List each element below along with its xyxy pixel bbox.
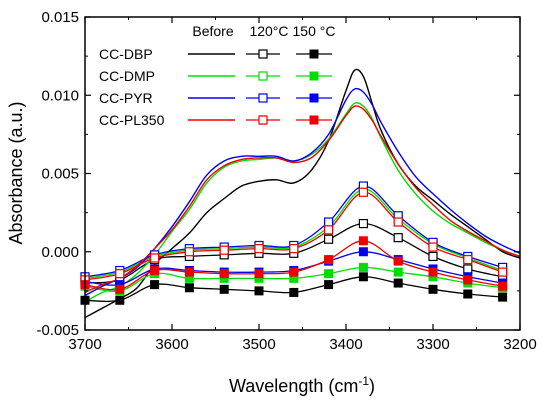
series-cc-pl350-150-marker bbox=[324, 255, 334, 265]
x-tick-label: 3700 bbox=[68, 336, 101, 353]
series-cc-dbp-150-marker bbox=[289, 287, 299, 297]
y-tick-label: 0.010 bbox=[41, 87, 79, 104]
series-cc-pl350-120-marker bbox=[393, 217, 403, 227]
series-cc-dbp-150-marker bbox=[115, 295, 125, 305]
legend-marker-150-cc-pl350 bbox=[309, 115, 319, 125]
series-cc-pl350-120-marker bbox=[289, 244, 299, 254]
series-cc-pl350-150-marker bbox=[393, 256, 403, 266]
x-tick-label: 3300 bbox=[416, 336, 449, 353]
series-cc-pl350-120-marker bbox=[463, 254, 473, 265]
series-cc-dbp-150-marker bbox=[498, 292, 508, 302]
series-cc-pl350-150-marker bbox=[463, 275, 473, 285]
series-cc-dbp-150-marker bbox=[324, 280, 334, 290]
series-cc-dbp-150-marker bbox=[219, 284, 229, 294]
series-cc-dbp-120-marker bbox=[324, 234, 334, 244]
series-cc-dbp-150-marker bbox=[463, 289, 473, 299]
series-cc-pl350-150-marker bbox=[428, 267, 438, 277]
series-cc-pl350-120-marker bbox=[184, 247, 194, 257]
series-cc-dmp-150-marker bbox=[393, 267, 403, 277]
legend-header-3: 150 °C bbox=[293, 23, 336, 39]
series-cc-pl350-150-marker bbox=[219, 269, 229, 279]
legend-marker-150-cc-pyr bbox=[309, 93, 319, 103]
series-cc-pl350-150-marker bbox=[115, 284, 125, 294]
y-axis-title: Absorbance (a.u.) bbox=[6, 101, 26, 244]
legend-label-cc-dmp: CC-DMP bbox=[99, 68, 155, 84]
series-cc-dbp-150-marker bbox=[150, 280, 160, 290]
series-cc-dmp-120-line bbox=[85, 188, 503, 280]
series-cc-dmp-150-marker bbox=[324, 269, 334, 279]
series-cc-pyr-120-marker bbox=[324, 217, 334, 227]
y-tick-label: -0.005 bbox=[36, 322, 79, 339]
series-cc-pl350-150-marker bbox=[184, 267, 194, 277]
legend-marker-150-cc-dbp bbox=[309, 49, 319, 59]
series-cc-pl350-150-marker bbox=[289, 267, 299, 277]
series-cc-dbp-150-marker bbox=[393, 278, 403, 288]
x-axis-title-sup: -1 bbox=[358, 374, 369, 388]
x-tick-label: 3200 bbox=[503, 336, 536, 353]
series-cc-dbp-120-marker bbox=[428, 251, 438, 262]
legend-marker-150-cc-dmp bbox=[309, 71, 319, 81]
x-tick-label: 3500 bbox=[242, 336, 275, 353]
legend-label-cc-pl350: CC-PL350 bbox=[99, 112, 165, 128]
legend-marker-120-cc-pl350 bbox=[258, 115, 268, 125]
series-cc-pl350-120-marker bbox=[324, 225, 334, 235]
series-cc-pl350-150-marker bbox=[498, 281, 508, 291]
series-cc-dbp-120-marker bbox=[463, 264, 473, 274]
y-tick-label: 0.005 bbox=[41, 166, 79, 183]
legend-marker-120-cc-dbp bbox=[258, 49, 268, 59]
legend-marker-120-cc-dmp bbox=[258, 71, 268, 81]
series-cc-dbp-120-marker bbox=[393, 233, 403, 243]
y-tick-label: 0.000 bbox=[41, 244, 79, 261]
x-tick-label: 3400 bbox=[329, 336, 362, 353]
x-axis-title-main: Wavelength (cm bbox=[229, 376, 358, 396]
legend-label-cc-dbp: CC-DBP bbox=[99, 46, 153, 62]
x-tick-label: 3600 bbox=[155, 336, 188, 353]
legend-marker-120-cc-pyr bbox=[258, 93, 268, 103]
series-cc-dbp-120-marker bbox=[358, 218, 368, 229]
series-cc-pl350-120-marker bbox=[219, 245, 229, 255]
series-cc-pyr-150-marker bbox=[358, 247, 368, 257]
x-axis-title: Wavelength (cm-1) bbox=[229, 374, 375, 396]
series-cc-pl350-150-marker bbox=[358, 236, 368, 246]
series-cc-pl350-120-marker bbox=[115, 269, 125, 279]
series-cc-pl350-120-marker bbox=[498, 267, 508, 277]
series-cc-dmp-150-marker bbox=[358, 262, 368, 272]
series-cc-pl350-150-marker bbox=[150, 266, 160, 276]
x-axis-title-suffix: ) bbox=[369, 376, 375, 396]
series-cc-pl350-120-marker bbox=[150, 253, 160, 263]
series-cc-dbp-150-marker bbox=[184, 283, 194, 293]
series-cc-dbp-150-marker bbox=[358, 272, 368, 282]
series-cc-pl350-150-marker bbox=[254, 269, 264, 279]
series-cc-pl350-120-marker bbox=[428, 242, 438, 252]
series-cc-pl350-120-marker bbox=[358, 187, 368, 197]
legend-header-1: Before bbox=[192, 23, 233, 39]
series-cc-dbp-150-marker bbox=[428, 284, 438, 294]
legend-header-2: 120°C bbox=[249, 23, 288, 39]
series-cc-dbp-150-marker bbox=[254, 286, 264, 296]
y-tick-label: 0.015 bbox=[41, 9, 79, 26]
series-cc-dmp-before-line bbox=[85, 101, 520, 303]
series-cc-pyr-before-line bbox=[85, 87, 520, 297]
legend-label-cc-pyr: CC-PYR bbox=[99, 90, 153, 106]
series-cc-pl350-before-line bbox=[85, 105, 520, 294]
series-cc-pl350-120-marker bbox=[254, 244, 264, 254]
